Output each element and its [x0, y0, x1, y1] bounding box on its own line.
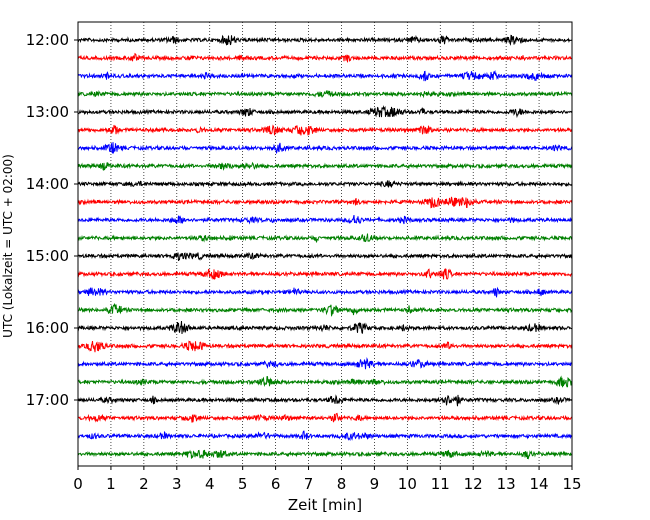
- x-tick-label-1: 1: [106, 475, 116, 493]
- trace-line-3: [77, 69, 573, 82]
- y-tick-label-14:00: 14:00: [26, 175, 69, 193]
- x-tick-label-15: 15: [562, 475, 581, 493]
- trace-line-20: [77, 375, 573, 388]
- trace-line-1: [77, 34, 573, 46]
- trace-line-10: [77, 196, 573, 209]
- x-tick-label-0: 0: [73, 475, 83, 493]
- trace-line-13: [77, 251, 573, 262]
- trace-line-2: [77, 52, 573, 63]
- x-tick-label-4: 4: [205, 475, 215, 493]
- x-tick-label-9: 9: [370, 475, 380, 493]
- trace-line-9: [77, 179, 573, 188]
- trace-line-19: [77, 356, 573, 370]
- x-tick-label-14: 14: [530, 475, 549, 493]
- x-tick-label-5: 5: [238, 475, 248, 493]
- y-axis-ticks: 12:00 13:00 14:00 15:00 16:00 17:00: [26, 31, 78, 409]
- plot-frame: [77, 21, 573, 467]
- trace-line-5: [77, 105, 573, 119]
- x-tick-label-8: 8: [337, 475, 347, 493]
- x-tick-label-13: 13: [497, 475, 516, 493]
- grid-lines: [110, 22, 540, 466]
- trace-line-24: [77, 449, 573, 460]
- x-axis-ticks: 0 1 2 3 4 5 6 7 8 9 10 11 12 13 14 15: [73, 466, 582, 493]
- trace-line-6: [77, 124, 573, 136]
- y-tick-label-16:00: 16:00: [26, 319, 69, 337]
- trace-line-14: [77, 267, 573, 280]
- trace-line-23: [77, 430, 573, 442]
- trace-line-22: [77, 412, 573, 423]
- x-tick-label-6: 6: [271, 475, 281, 493]
- x-tick-label-3: 3: [172, 475, 182, 493]
- x-tick-label-12: 12: [464, 475, 483, 493]
- trace-line-17: [77, 321, 573, 334]
- y-tick-label-15:00: 15:00: [26, 247, 69, 265]
- trace-line-21: [77, 394, 573, 407]
- y-tick-label-12:00: 12:00: [26, 31, 69, 49]
- trace-line-8: [77, 161, 573, 171]
- trace-line-16: [77, 302, 573, 317]
- trace-line-11: [77, 214, 573, 225]
- x-tick-label-7: 7: [304, 475, 314, 493]
- x-axis-label: Zeit [min]: [288, 496, 362, 514]
- trace-line-18: [77, 340, 573, 353]
- trace-line-4: [77, 89, 573, 99]
- x-tick-label-2: 2: [139, 475, 149, 493]
- trace-line-7: [77, 142, 573, 155]
- y-tick-label-17:00: 17:00: [26, 391, 69, 409]
- y-axis-label: UTC (Lokalzeit = UTC + 02:00): [1, 154, 15, 338]
- x-tick-label-10: 10: [398, 475, 417, 493]
- y-tick-label-13:00: 13:00: [26, 103, 69, 121]
- seismic-traces: [77, 34, 573, 460]
- trace-line-15: [77, 286, 573, 298]
- trace-line-12: [77, 233, 573, 243]
- x-tick-label-11: 11: [431, 475, 450, 493]
